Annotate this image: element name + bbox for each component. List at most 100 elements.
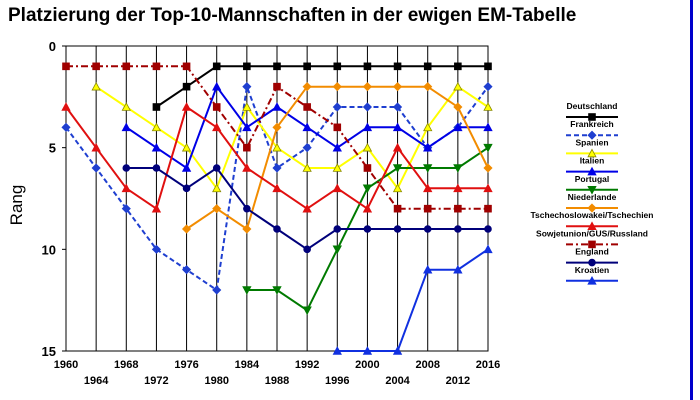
data-point-deutschland-1996 — [333, 62, 342, 71]
data-point-sowjetunion-gus-russland-1996 — [333, 123, 342, 132]
data-point-deutschland-1984 — [243, 62, 251, 71]
data-point-spanien-2012 — [453, 81, 463, 91]
legend-label-portugal: Portugal — [575, 174, 609, 184]
data-point-portugal-1984 — [242, 286, 252, 295]
data-point-italien-1992 — [302, 122, 312, 132]
y-tick-label-10: 10 — [42, 242, 56, 257]
data-point-deutschland-2000 — [363, 62, 372, 71]
data-point-kroatien-1996 — [332, 346, 342, 355]
x-tick-label-1980: 1980 — [204, 375, 228, 387]
data-point-frankreich-2004 — [393, 102, 403, 112]
legend-marker-deutschland — [588, 113, 596, 121]
series-line-kroatien — [337, 248, 489, 352]
data-point-tschechoslowakei-tschechien-2016 — [483, 183, 493, 193]
data-point-spanien-1992 — [302, 163, 312, 172]
data-point-niederlande-2004 — [393, 82, 403, 92]
data-point-deutschland-1992 — [303, 62, 311, 71]
legend-marker-sowjetunion-gus-russland — [588, 240, 596, 249]
data-point-niederlande-2000 — [362, 82, 372, 92]
series-niederlande — [182, 82, 493, 234]
data-point-frankreich-1964 — [91, 163, 101, 173]
data-point-portugal-2008 — [423, 164, 433, 173]
series-spanien — [91, 81, 493, 193]
data-point-tschechoslowakei-tschechien-1968 — [121, 183, 131, 193]
series-kroatien — [332, 244, 493, 355]
data-point-frankreich-1980 — [212, 285, 222, 295]
legend-marker-spanien — [587, 148, 597, 158]
legend-label-niederlande: Niederlande — [568, 192, 617, 202]
data-point-england-2012 — [454, 225, 462, 233]
data-point-england-1992 — [303, 245, 311, 254]
data-point-italien-2008 — [423, 142, 433, 152]
legend-label-spanien: Spanien — [575, 137, 608, 147]
data-point-spanien-1976 — [181, 142, 192, 152]
data-point-niederlande-1976 — [182, 224, 192, 234]
x-tick-label-2008: 2008 — [415, 359, 439, 371]
x-tick-label-2004: 2004 — [385, 375, 410, 387]
data-point-tschechoslowakei-tschechien-2012 — [453, 183, 463, 193]
legend-marker-niederlande — [587, 203, 597, 213]
x-tick-label-1964: 1964 — [84, 375, 109, 387]
legend-marker-kroatien — [587, 275, 597, 285]
data-point-frankreich-1996 — [332, 102, 342, 112]
legend-marker-italien — [587, 166, 597, 176]
data-point-spanien-1964 — [91, 81, 101, 91]
data-point-spanien-2004 — [392, 183, 403, 193]
data-point-england-1968 — [122, 164, 131, 172]
data-point-italien-2012 — [453, 122, 463, 132]
data-point-deutschland-1976 — [182, 82, 191, 91]
data-point-italien-1988 — [272, 102, 282, 111]
data-point-italien-1996 — [332, 142, 342, 152]
data-point-england-1984 — [243, 204, 251, 213]
chart-title: Platzierung der Top-10-Mannschaften in d… — [8, 5, 576, 26]
data-point-sowjetunion-gus-russland-2016 — [484, 204, 492, 213]
x-tick-label-2000: 2000 — [355, 359, 379, 371]
data-point-portugal-2012 — [453, 164, 463, 173]
data-point-portugal-1992 — [302, 306, 312, 316]
data-point-italien-1980 — [212, 81, 222, 91]
data-point-sowjetunion-gus-russland-1972 — [152, 62, 161, 71]
data-point-portugal-1988 — [272, 286, 282, 295]
data-point-frankreich-1988 — [272, 163, 282, 173]
legend-label-italien: Italien — [580, 156, 605, 166]
x-tick-label-1972: 1972 — [144, 375, 168, 387]
data-point-kroatien-2004 — [392, 346, 403, 355]
legend-marker-tschechoslowakei-tschechien — [587, 221, 597, 231]
data-point-spanien-1988 — [272, 142, 282, 152]
window-edge-bar — [690, 0, 693, 400]
legend-marker-frankreich — [587, 130, 597, 140]
data-point-tschechoslowakei-tschechien-1972 — [151, 203, 162, 213]
legend-label-frankreich: Frankreich — [570, 119, 613, 129]
data-point-frankreich-1992 — [302, 143, 312, 153]
data-point-sowjetunion-gus-russland-1964 — [92, 62, 100, 71]
x-tick-label-1968: 1968 — [114, 359, 138, 371]
data-point-sowjetunion-gus-russland-1988 — [273, 82, 281, 91]
data-point-frankreich-2000 — [362, 102, 372, 112]
data-point-tschechoslowakei-tschechien-1996 — [332, 183, 342, 193]
data-point-deutschland-2008 — [423, 62, 432, 71]
data-point-tschechoslowakei-tschechien-2000 — [362, 203, 373, 213]
series-deutschland — [152, 62, 492, 111]
data-point-italien-1968 — [121, 122, 131, 132]
data-point-italien-2016 — [483, 122, 493, 132]
data-point-niederlande-1980 — [212, 204, 222, 214]
legend-marker-england — [588, 258, 596, 267]
data-point-deutschland-1972 — [152, 103, 161, 111]
data-point-spanien-2008 — [423, 122, 433, 132]
data-point-tschechoslowakei-tschechien-1988 — [272, 183, 282, 193]
data-point-sowjetunion-gus-russland-1960 — [62, 62, 70, 71]
data-point-kroatien-2012 — [453, 264, 463, 274]
data-point-niederlande-1984 — [242, 224, 252, 234]
data-point-deutschland-1988 — [273, 62, 281, 71]
series-england — [122, 164, 492, 254]
legend: Deutschland Frankreich Spanien Italien Portu… — [531, 101, 653, 285]
data-point-portugal-1996 — [332, 245, 342, 255]
data-point-sowjetunion-gus-russland-1980 — [212, 103, 221, 111]
data-point-sowjetunion-gus-russland-2004 — [393, 204, 402, 213]
data-point-england-1996 — [333, 225, 342, 233]
legend-marker-portugal — [587, 185, 597, 195]
y-tick-label-5: 5 — [49, 141, 56, 156]
data-point-niederlande-2012 — [453, 102, 463, 112]
data-point-tschechoslowakei-tschechien-1980 — [212, 122, 222, 132]
